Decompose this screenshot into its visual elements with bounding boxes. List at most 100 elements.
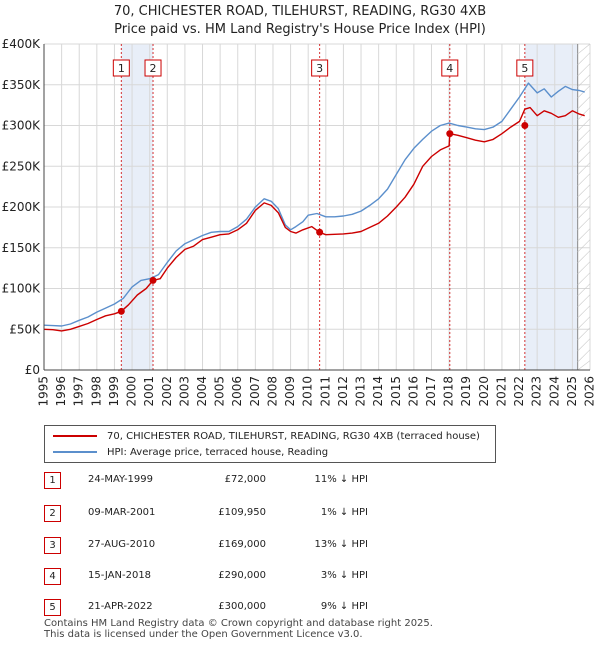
x-tick-label: 2005 (213, 376, 227, 407)
forecast-hatch (577, 151, 591, 165)
legend-item-hpi: HPI: Average price, terraced house, Read… (53, 444, 328, 460)
x-tick-label: 1998 (89, 376, 103, 407)
x-tick-label: 2000 (125, 376, 139, 407)
x-tick-label: 2010 (301, 376, 315, 407)
table-row: 1 24-MAY-1999 £72,000 11% ↓ HPI (44, 472, 564, 492)
forecast-hatch (577, 129, 591, 143)
sale-point (446, 130, 454, 138)
x-tick-label: 2018 (442, 376, 456, 407)
x-tick-label: 2002 (160, 376, 174, 407)
forecast-hatch (577, 206, 591, 220)
x-tick-label: 2025 (565, 376, 579, 407)
sale-date: 24-MAY-1999 (88, 474, 154, 485)
sale-hpi-diff: 1% ↓ HPI (320, 507, 368, 518)
forecast-hatch (577, 228, 591, 242)
x-tick-label: 2007 (248, 376, 262, 407)
legend-label-property: 70, CHICHESTER ROAD, TILEHURST, READING,… (107, 430, 480, 442)
forecast-hatch (577, 349, 591, 363)
forecast-hatch (577, 338, 591, 352)
forecast-hatch (577, 305, 591, 319)
forecast-hatch (577, 360, 591, 371)
forecast-hatch (577, 184, 591, 198)
y-tick-label: £300K (2, 119, 42, 133)
sale-date: 27-AUG-2010 (88, 539, 156, 550)
x-tick-label: 2008 (265, 376, 279, 407)
forecast-hatch (577, 96, 591, 110)
sale-point (521, 122, 529, 129)
x-tick-label: 2019 (459, 376, 473, 407)
sale-label-number: 1 (118, 62, 125, 75)
forecast-hatch (577, 118, 591, 132)
sale-hpi-diff: 13% ↓ HPI (314, 539, 368, 550)
sale-label-box (516, 59, 534, 77)
hpi-line (43, 82, 585, 327)
forecast-hatch (577, 43, 591, 55)
legend-line-property (53, 435, 97, 437)
forecast-hatch (577, 195, 591, 209)
y-tick-label: £200K (2, 200, 42, 214)
sale-hpi-diff: 11% ↓ HPI (314, 474, 368, 485)
x-tick-label: 2004 (195, 376, 209, 407)
sale-price: £300,000 (218, 601, 266, 612)
footer-line1: Contains HM Land Registry data © Crown c… (44, 618, 433, 629)
x-tick-label: 2003 (177, 376, 191, 407)
x-tick-label: 2012 (336, 376, 350, 407)
y-tick-label: £350K (2, 78, 42, 92)
chart-legend: 70, CHICHESTER ROAD, TILEHURST, READING,… (44, 425, 496, 463)
x-tick-label: 2009 (283, 376, 297, 407)
forecast-hatch (577, 272, 591, 286)
x-tick-label: 2024 (547, 376, 561, 407)
x-tick-label: 2016 (406, 376, 420, 407)
x-tick-label: 2021 (494, 376, 508, 407)
table-row: 3 27-AUG-2010 £169,000 13% ↓ HPI (44, 537, 564, 557)
y-tick-label: £400K (2, 37, 42, 51)
forecast-hatch (577, 217, 591, 231)
forecast-hatch (577, 327, 591, 341)
forecast-hatch (577, 239, 591, 253)
x-tick-label: 2026 (583, 376, 597, 407)
x-tick-label: 2006 (230, 376, 244, 407)
forecast-hatch (577, 107, 591, 121)
table-row: 4 15-JAN-2018 £290,000 3% ↓ HPI (44, 568, 564, 588)
x-tick-label: 2017 (424, 376, 438, 407)
forecast-hatch (577, 173, 591, 187)
footer-line2: This data is licensed under the Open Gov… (44, 629, 363, 640)
x-tick-label: 2023 (530, 376, 544, 407)
y-tick-label: £50K (9, 322, 41, 336)
x-tick-label: 1999 (107, 376, 121, 407)
sale-badge: 2 (44, 505, 61, 522)
sale-hpi-diff: 3% ↓ HPI (320, 570, 368, 581)
legend-item-property: 70, CHICHESTER ROAD, TILEHURST, READING,… (53, 428, 480, 444)
y-tick-label: £100K (2, 282, 42, 296)
forecast-hatch (577, 162, 591, 176)
x-tick-label: 2022 (512, 376, 526, 407)
forecast-hatch (577, 294, 591, 308)
forecast-hatch (577, 74, 591, 88)
sale-price: £290,000 (218, 570, 266, 581)
y-tick-label: £150K (2, 241, 42, 255)
forecast-hatch (577, 63, 591, 77)
sale-label-number: 2 (150, 62, 157, 75)
sale-badge: 3 (44, 537, 61, 554)
x-tick-label: 1996 (54, 376, 68, 407)
table-row: 2 09-MAR-2001 £109,950 1% ↓ HPI (44, 505, 564, 525)
sale-label-number: 4 (446, 62, 453, 75)
sale-badge: 1 (44, 472, 61, 489)
x-tick-label: 2015 (389, 376, 403, 407)
x-tick-label: 1997 (72, 376, 86, 407)
sale-point (149, 276, 157, 284)
sale-badge: 5 (44, 599, 61, 616)
legend-label-hpi: HPI: Average price, terraced house, Read… (107, 446, 329, 458)
sale-point (117, 307, 125, 315)
sale-badge: 4 (44, 568, 61, 585)
y-tick-label: £0 (25, 363, 40, 377)
forecast-hatch (577, 140, 591, 154)
chart-title-line2: Price paid vs. HM Land Registry's House … (114, 22, 486, 37)
forecast-hatch (577, 283, 591, 297)
x-tick-label: 1995 (37, 376, 51, 407)
y-tick-label: £250K (2, 159, 42, 173)
sale-date: 15-JAN-2018 (88, 570, 152, 581)
x-tick-label: 2011 (318, 376, 332, 407)
forecast-hatch (577, 52, 591, 66)
forecast-hatch (577, 250, 591, 264)
